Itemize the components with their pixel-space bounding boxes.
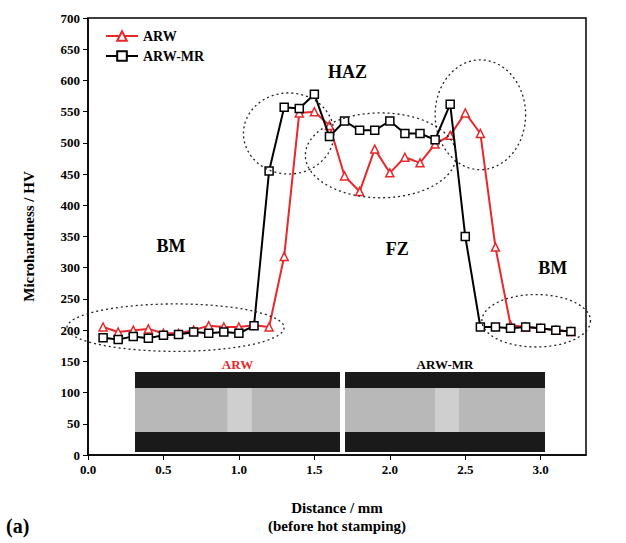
svg-text:1.0: 1.0 <box>231 462 247 477</box>
svg-text:350: 350 <box>61 229 81 244</box>
svg-text:Distance / mm: Distance / mm <box>291 500 383 516</box>
svg-text:HAZ: HAZ <box>328 62 367 82</box>
svg-text:400: 400 <box>61 198 81 213</box>
svg-text:300: 300 <box>61 260 81 275</box>
svg-text:(a): (a) <box>6 515 29 538</box>
svg-text:ARW-MR: ARW-MR <box>143 49 205 64</box>
svg-text:200: 200 <box>61 323 81 338</box>
svg-text:ARW-MR: ARW-MR <box>417 357 474 372</box>
svg-text:650: 650 <box>61 42 81 57</box>
svg-text:2.5: 2.5 <box>457 462 474 477</box>
svg-text:150: 150 <box>61 354 81 369</box>
svg-text:500: 500 <box>61 135 81 150</box>
svg-text:FZ: FZ <box>386 239 409 259</box>
svg-text:250: 250 <box>61 291 81 306</box>
svg-text:ARW: ARW <box>222 357 253 372</box>
svg-text:Microhardness / HV: Microhardness / HV <box>21 171 37 302</box>
svg-text:700: 700 <box>61 11 81 26</box>
svg-text:600: 600 <box>61 73 81 88</box>
svg-text:0.0: 0.0 <box>80 462 96 477</box>
svg-text:1.5: 1.5 <box>306 462 323 477</box>
svg-text:0: 0 <box>74 448 81 463</box>
svg-text:3.0: 3.0 <box>533 462 549 477</box>
svg-text:(before hot stamping): (before hot stamping) <box>268 518 406 535</box>
svg-text:BM: BM <box>538 258 567 278</box>
svg-text:ARW: ARW <box>143 29 177 44</box>
svg-text:BM: BM <box>157 236 186 256</box>
svg-text:0.5: 0.5 <box>155 462 172 477</box>
svg-text:550: 550 <box>61 104 81 119</box>
svg-text:450: 450 <box>61 167 81 182</box>
svg-text:100: 100 <box>61 385 81 400</box>
svg-text:2.0: 2.0 <box>382 462 398 477</box>
svg-text:50: 50 <box>67 416 80 431</box>
